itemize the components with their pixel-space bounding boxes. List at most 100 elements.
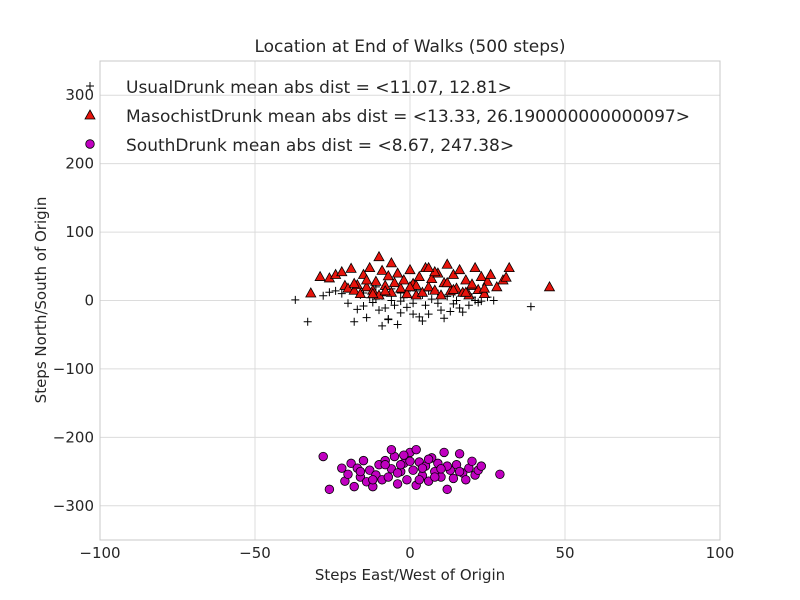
data-point [447,283,460,294]
data-point [404,280,416,292]
data-point [423,454,434,464]
data-point [373,250,385,262]
data-point [460,274,472,285]
data-point [318,451,328,462]
data-point [395,282,407,293]
data-point [324,484,335,495]
data-point [436,464,446,474]
y-tick-label: −100 [53,360,94,378]
data-point [383,472,394,482]
data-point [331,286,340,295]
data-point [433,299,442,308]
data-point [477,297,486,306]
data-point [466,278,478,289]
data-point [388,276,401,288]
data-point [439,447,449,458]
x-axis-label: Steps East/West of Origin [315,566,505,584]
data-point [348,277,360,288]
data-point [344,299,352,308]
data-point [481,275,494,286]
data-point [461,475,471,485]
legend-marker-plus [86,82,94,90]
data-point [387,296,396,305]
data-point [422,280,435,292]
data-point [476,461,487,471]
data-point [413,270,425,281]
data-point [346,458,356,469]
data-point [345,262,357,273]
data-point [416,286,429,297]
y-tick-label: 300 [65,86,94,104]
x-tick-label: −50 [239,544,271,562]
data-point [460,286,472,297]
data-point [422,261,435,273]
data-point [343,469,353,480]
data-point [382,270,394,281]
series-triangle [305,250,556,300]
data-point [396,308,405,317]
data-point [402,475,412,485]
x-tick-label: 50 [555,544,574,562]
legend-label: UsualDrunk mean abs dist = <11.07, 12.81… [126,78,512,98]
data-point [489,296,498,305]
data-point [440,314,449,323]
data-point [314,270,326,281]
data-point [418,317,427,326]
data-point [455,304,464,313]
y-tick-label: −200 [53,428,94,446]
data-point [426,272,438,284]
data-point [409,299,418,308]
data-point [398,274,410,285]
data-point [427,295,436,304]
grid-lines [100,61,720,540]
data-point [503,261,515,273]
data-point [355,466,366,477]
y-tick-label: 100 [65,223,94,241]
data-point [391,267,404,278]
y-tick-label: 0 [84,292,94,310]
data-point [526,302,535,311]
data-point [319,291,328,300]
data-point [393,320,402,329]
data-point [484,268,497,279]
data-point [378,321,387,330]
data-point [396,297,405,306]
data-point [380,460,390,470]
data-point [417,463,428,473]
data-point [375,306,383,315]
data-point [360,280,373,292]
data-point [385,257,398,268]
data-point [437,306,445,315]
data-point [381,304,390,313]
data-point [370,275,382,286]
data-point [478,282,491,293]
data-point [384,315,393,324]
data-point [350,317,359,326]
data-point [405,456,415,467]
legend-label: MasochistDrunk mean abs dist = <13.33, 2… [126,107,690,127]
tick-labels: −100 −50 0 50 100 −300 −200 −100 0 100 200 300 [53,86,735,562]
data-point [424,310,433,319]
legend-marker-triangle [84,109,96,120]
data-point [454,466,465,477]
data-point [364,261,376,273]
data-point [303,317,312,326]
data-point [454,449,465,459]
data-point [441,258,453,269]
data-point [386,444,397,455]
data-point [376,264,388,275]
y-axis-label: Steps North/South of Origin [32,197,50,404]
data-point [404,263,416,275]
data-point [467,456,477,467]
data-point [415,312,424,321]
data-point [478,287,491,299]
data-point [367,287,379,299]
data-point [410,279,422,290]
x-tick-label: 100 [706,544,735,562]
data-point [379,285,391,296]
data-point [360,274,373,285]
legend-marker-circle [85,139,95,149]
data-point [354,287,367,299]
data-point [495,469,505,480]
